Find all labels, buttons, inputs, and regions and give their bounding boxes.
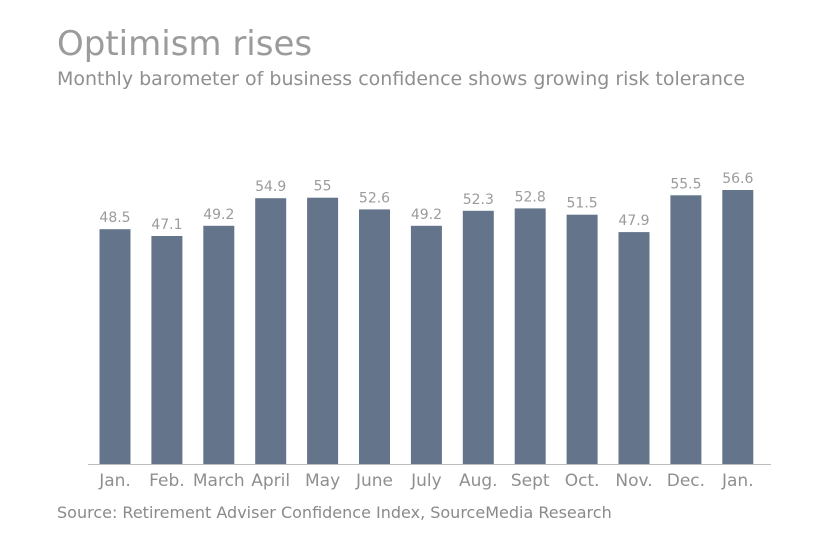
bar (255, 198, 287, 464)
x-tick-label: April (251, 471, 290, 491)
x-tick-label: July (410, 471, 442, 491)
data-label: 55.5 (670, 176, 701, 192)
x-tick-label: June (355, 471, 393, 491)
data-label: 48.5 (99, 210, 130, 226)
data-label: 47.9 (618, 213, 649, 229)
data-label: 55 (314, 179, 332, 195)
bar (722, 190, 754, 464)
data-label: 49.2 (411, 207, 442, 223)
chart-title: Optimism rises (57, 24, 313, 64)
bar (462, 210, 494, 464)
x-tick-label: March (193, 471, 245, 491)
chart-subtitle: Monthly barometer of business confidence… (57, 68, 746, 90)
x-tick-label: Feb. (149, 471, 185, 491)
bar (566, 214, 598, 464)
x-tick-label: Nov. (615, 471, 652, 491)
data-label: 51.5 (567, 196, 598, 212)
x-tick-label: Jan. (721, 471, 754, 491)
data-label: 49.2 (203, 207, 234, 223)
bar (514, 208, 546, 464)
bar (618, 232, 650, 464)
source-note: Source: Retirement Adviser Confidence In… (57, 503, 612, 522)
data-label: 56.6 (722, 171, 753, 187)
bar (670, 195, 702, 465)
x-tick-label: Dec. (667, 471, 705, 491)
x-tick-label: Aug. (459, 471, 498, 491)
x-tick-label: May (305, 471, 340, 491)
bar (151, 236, 183, 464)
data-label: 52.6 (359, 190, 390, 206)
data-label: 52.8 (515, 189, 546, 205)
data-label: 47.1 (151, 217, 182, 233)
x-tick-label: Jan. (98, 471, 131, 491)
bar (203, 225, 235, 464)
data-label: 54.9 (255, 179, 286, 195)
data-label: 52.3 (463, 192, 494, 208)
x-tick-label: Oct. (565, 471, 600, 491)
bar (99, 229, 131, 464)
bar (307, 197, 339, 464)
bar (410, 225, 442, 464)
bar (359, 209, 390, 464)
x-tick-label: Sept (511, 471, 550, 491)
